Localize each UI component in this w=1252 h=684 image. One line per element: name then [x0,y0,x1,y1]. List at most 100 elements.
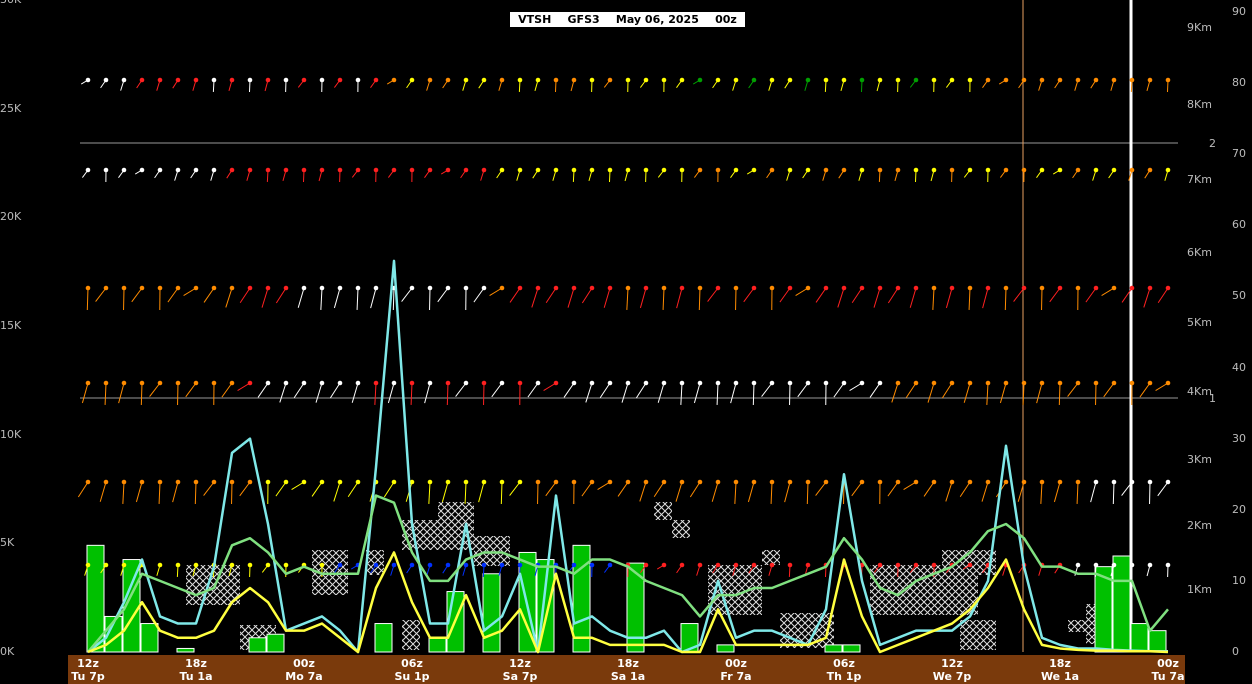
wind-barb-staff [639,287,647,309]
time-label-utc: 18z [1049,657,1071,670]
wind-barb-dot [1111,77,1117,83]
wind-barb-dot [571,167,577,173]
wind-barb-dot [373,77,379,83]
wind-barb-staff [815,287,827,303]
right-tick-label: 0 [1232,645,1239,658]
wind-barb-staff [1103,382,1115,398]
wind-barb-dot [715,479,721,485]
wind-barb-dot [1093,285,1099,291]
wind-barb-dot [1039,479,1045,485]
data-lines [87,259,1169,654]
time-label-local: Tu 1a [179,670,213,683]
wind-barb-staff [135,481,143,503]
right-tick-label: 70 [1232,147,1246,161]
wind-barb-dot [409,380,415,386]
wind-barb-staff [891,382,899,403]
wind-barb-dot [607,479,613,485]
wind-barb-dot [643,167,649,173]
wind-barb-dot [769,285,775,291]
wind-barb-dot [409,562,415,568]
precip-bar [1094,566,1113,653]
wind-barb-staff [509,287,521,303]
km-tick-label: 5Km [1187,316,1212,329]
wind-barb-dot [463,380,469,386]
wind-barb-dot [301,77,307,83]
wind-barb-staff [873,287,881,308]
wind-barb-staff [194,481,197,504]
wind-barb-dot [805,380,811,386]
wind-barb-dot [157,380,163,386]
cloud-hatch [438,502,474,520]
wind-barb-staff [945,287,953,309]
wind-barb-staff [1090,481,1097,503]
wind-barb-dot [661,285,667,291]
wind-barb-dot [733,167,739,173]
wind-barb-dot [697,77,703,83]
wind-barb-staff [99,481,107,502]
wind-barb-dot [949,380,955,386]
wind-barb-dot [283,77,289,83]
wind-barb-dot [427,167,433,173]
wind-barb-dot [553,77,559,83]
wind-barb-staff [770,481,773,504]
wind-barb-dot [85,285,91,291]
wind-barb-dot [391,167,397,173]
wind-barb-dot [895,562,901,568]
reference-lines [80,0,1178,652]
wind-barb-dot [1003,285,1009,291]
wind-barb-dot [193,285,199,291]
wind-barb-staff [478,481,485,503]
wind-barb-dot [715,77,721,83]
time-label-local: We 7p [932,670,972,683]
wind-barb-dot [733,380,739,386]
wind-barb-dot [175,380,181,386]
precip-bar [842,644,861,653]
wind-barb-dot [535,285,541,291]
wind-barb-dot [319,479,325,485]
precip-bar [176,647,195,653]
wind-barb-staff [585,382,593,403]
wind-barb-staff [297,287,305,308]
wind-barb-staff [1121,481,1133,496]
wind-barb-dot [1147,167,1153,173]
wind-barb-dot [409,479,415,485]
wind-barb-staff [333,287,341,309]
wind-barb-dot [481,285,487,291]
wind-barb-staff [869,382,881,398]
wind-barb-staff [275,287,287,304]
wind-barb-staff [543,382,557,391]
cloud-cover-hatching [186,502,1104,650]
wind-barb-dot [481,380,487,386]
wind-barb-dot [1021,167,1027,173]
wind-barb-staff [1112,481,1115,504]
right-tick-label: 60 [1232,218,1246,232]
wind-barb-dot [1093,380,1099,386]
wind-barb-dot [229,562,235,568]
wind-barb-dot [787,167,793,173]
wind-barb-staff [311,481,323,497]
wind-barb-staff [1013,287,1025,302]
wind-barb-staff [370,287,377,309]
wind-barb-dot [949,285,955,291]
wind-barb-dot [787,380,793,386]
wind-barb-staff [927,382,935,403]
wind-barb-dot [931,167,937,173]
wind-barb-dot [319,285,325,291]
wind-barb-dot [697,167,703,173]
wind-barb-dot [1093,479,1099,485]
wind-barb-dot [877,479,883,485]
time-label-utc: 00z [725,657,747,670]
time-label: 18z Tu 1a [166,657,226,683]
precip-bar [482,573,501,653]
wind-barb-dot [247,167,253,173]
wind-barb-dot [265,285,271,291]
wind-barb-dot [319,167,325,173]
wind-barb-dot [985,77,991,83]
left-tick-label: 30K [0,0,21,6]
time-label-local: Tu 7p [71,670,105,683]
wind-barb-dot [589,479,595,485]
wind-barb-dot [553,479,559,485]
wind-barb-dot [1039,285,1045,291]
wind-barb-dot [481,562,487,568]
